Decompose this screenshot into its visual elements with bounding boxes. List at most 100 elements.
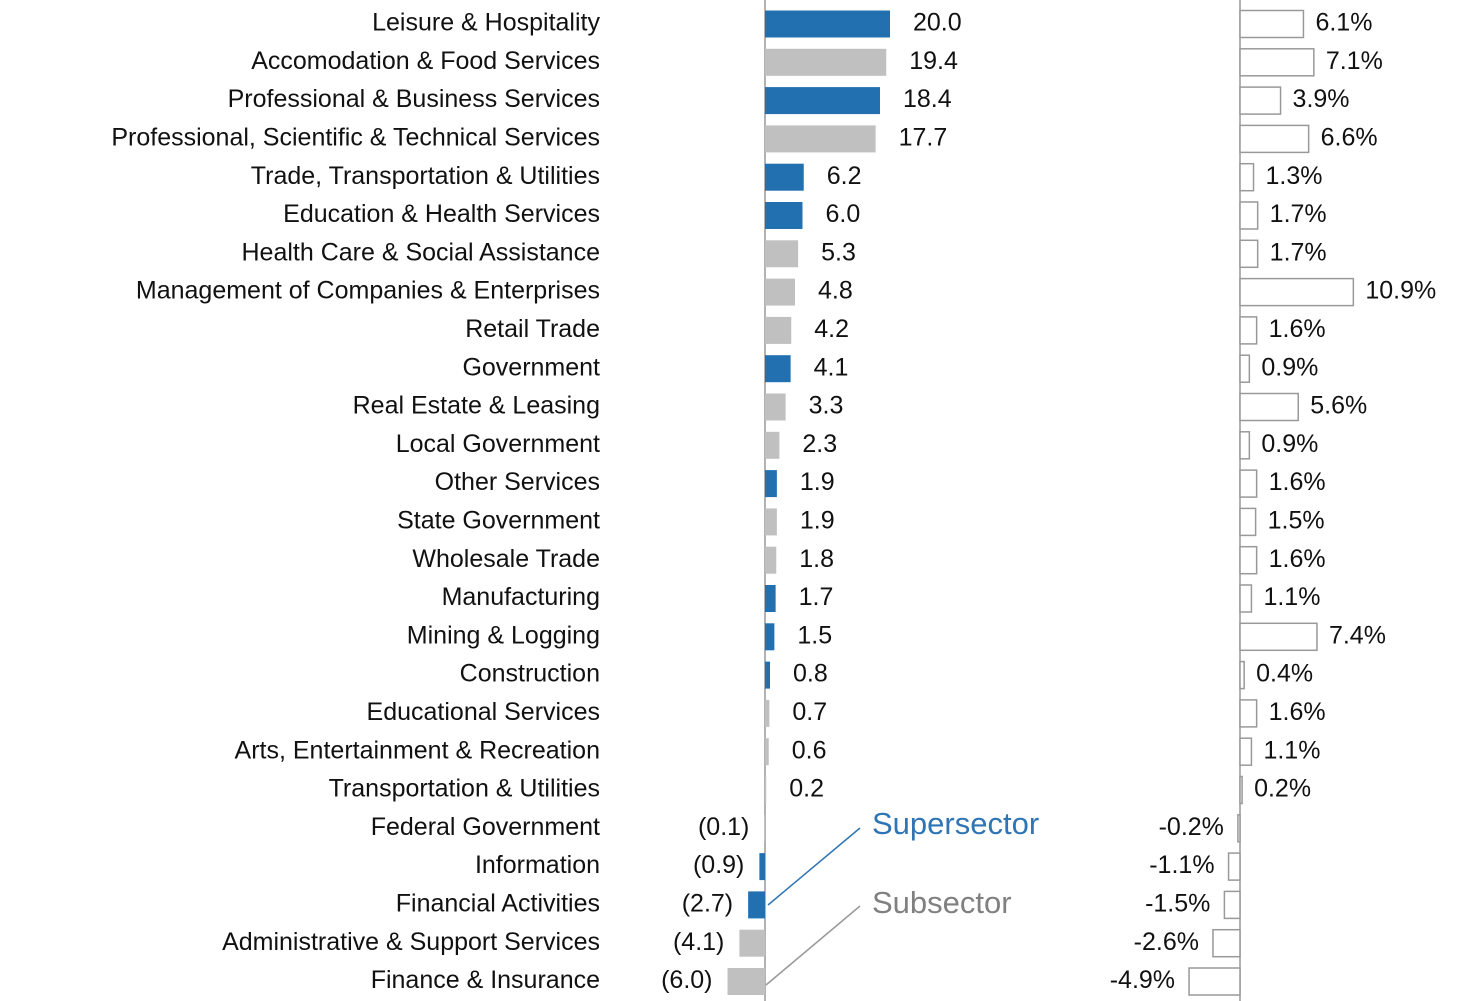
value-label: 19.4: [909, 47, 958, 75]
value-label: -2.6%: [1134, 928, 1199, 956]
category-label: Accomodation & Food Services: [251, 47, 600, 75]
bar: [765, 355, 791, 383]
value-label: 1.9: [800, 507, 835, 535]
bar: [765, 125, 876, 153]
category-label: Management of Companies & Enterprises: [136, 277, 600, 305]
value-label: 3.9%: [1293, 85, 1350, 113]
value-label: (0.1): [698, 813, 749, 841]
value-label: -0.2%: [1159, 813, 1224, 841]
category-label: Wholesale Trade: [412, 545, 600, 573]
bar: [1239, 392, 1299, 422]
value-label: 6.1%: [1315, 9, 1372, 37]
annotation-line: [765, 905, 861, 986]
value-label: 0.2: [789, 775, 824, 803]
category-label: Government: [462, 353, 600, 381]
bar: [765, 10, 890, 38]
value-label: 0.6: [792, 736, 827, 764]
value-label: 2.3: [802, 430, 837, 458]
bar: [1223, 890, 1241, 920]
value-label: 10.9%: [1365, 277, 1436, 305]
annotation: Subsector: [872, 885, 1012, 920]
bar: [765, 546, 777, 574]
bar: [1239, 660, 1245, 690]
bar: [765, 202, 803, 229]
category-label: Finance & Insurance: [371, 966, 600, 994]
bar: [765, 738, 769, 766]
value-label: 6.6%: [1321, 124, 1378, 152]
value-label: 7.4%: [1329, 621, 1386, 649]
value-label: 1.6%: [1269, 545, 1326, 573]
bar: [765, 776, 767, 804]
value-label: 1.5%: [1268, 507, 1325, 535]
bar: [765, 623, 775, 651]
value-label: 17.7: [899, 124, 948, 152]
bar: [1239, 86, 1282, 115]
category-label: Financial Activities: [396, 890, 600, 918]
value-label: 1.6%: [1269, 315, 1326, 343]
bar: [1239, 277, 1355, 307]
bar: [765, 393, 786, 421]
value-label: 4.8: [818, 277, 853, 305]
value-label: 7.1%: [1326, 47, 1383, 75]
category-label: Professional, Scientific & Technical Ser…: [111, 124, 600, 152]
annotation: Supersector: [872, 806, 1039, 841]
value-label: 4.2: [814, 315, 849, 343]
value-label: (6.0): [661, 966, 712, 994]
bar: [765, 48, 887, 76]
bar: [765, 278, 795, 306]
value-label: 1.6%: [1269, 698, 1326, 726]
bar: [1239, 201, 1259, 230]
bar: [1239, 469, 1258, 498]
value-label: 1.6%: [1269, 468, 1326, 496]
bar: [1239, 9, 1305, 39]
bar: [1239, 584, 1253, 613]
value-label: 0.2%: [1254, 775, 1311, 803]
value-label: 1.9: [800, 468, 835, 496]
value-label: 1.5: [797, 621, 832, 649]
category-label: Educational Services: [367, 698, 600, 726]
value-label: 3.3: [809, 392, 844, 420]
annotation-line: [767, 827, 861, 906]
bar: [1239, 622, 1318, 652]
bar: [765, 585, 776, 612]
bar: [748, 891, 765, 919]
value-label: 1.1%: [1263, 736, 1320, 764]
category-label: Real Estate & Leasing: [353, 392, 600, 420]
bar: [1239, 699, 1258, 728]
bar: [1239, 775, 1243, 805]
bar: [1239, 507, 1257, 537]
bar: [1239, 545, 1258, 575]
bar: [1239, 48, 1315, 77]
bar: [759, 853, 765, 881]
bar: [764, 814, 765, 842]
value-label: 1.7: [799, 583, 834, 611]
value-label: 5.6%: [1310, 392, 1367, 420]
bar: [1239, 316, 1258, 345]
bar: [765, 87, 880, 115]
value-label: 0.9%: [1261, 430, 1318, 458]
category-label: Federal Government: [371, 813, 600, 841]
value-label: -4.9%: [1110, 966, 1175, 994]
bar: [765, 661, 770, 689]
category-label: State Government: [397, 507, 600, 535]
category-label: Arts, Entertainment & Recreation: [235, 736, 600, 764]
bar: [1212, 928, 1241, 958]
value-label: (2.7): [682, 890, 733, 918]
bar: [1188, 967, 1241, 996]
bar: [765, 240, 799, 268]
category-label: Information: [475, 851, 600, 879]
value-label: (0.9): [693, 851, 744, 879]
value-label: 1.7%: [1270, 200, 1327, 228]
value-label: -1.5%: [1145, 890, 1210, 918]
category-label: Education & Health Services: [283, 200, 600, 228]
category-label: Construction: [460, 660, 600, 688]
bar: [765, 470, 777, 498]
category-label: Health Care & Social Assistance: [241, 238, 600, 266]
bar: [765, 431, 780, 459]
category-label: Transportation & Utilities: [329, 775, 600, 803]
bar: [1239, 354, 1251, 383]
value-label: 4.1: [814, 353, 849, 381]
value-label: 0.4%: [1256, 660, 1313, 688]
bar: [765, 316, 792, 344]
